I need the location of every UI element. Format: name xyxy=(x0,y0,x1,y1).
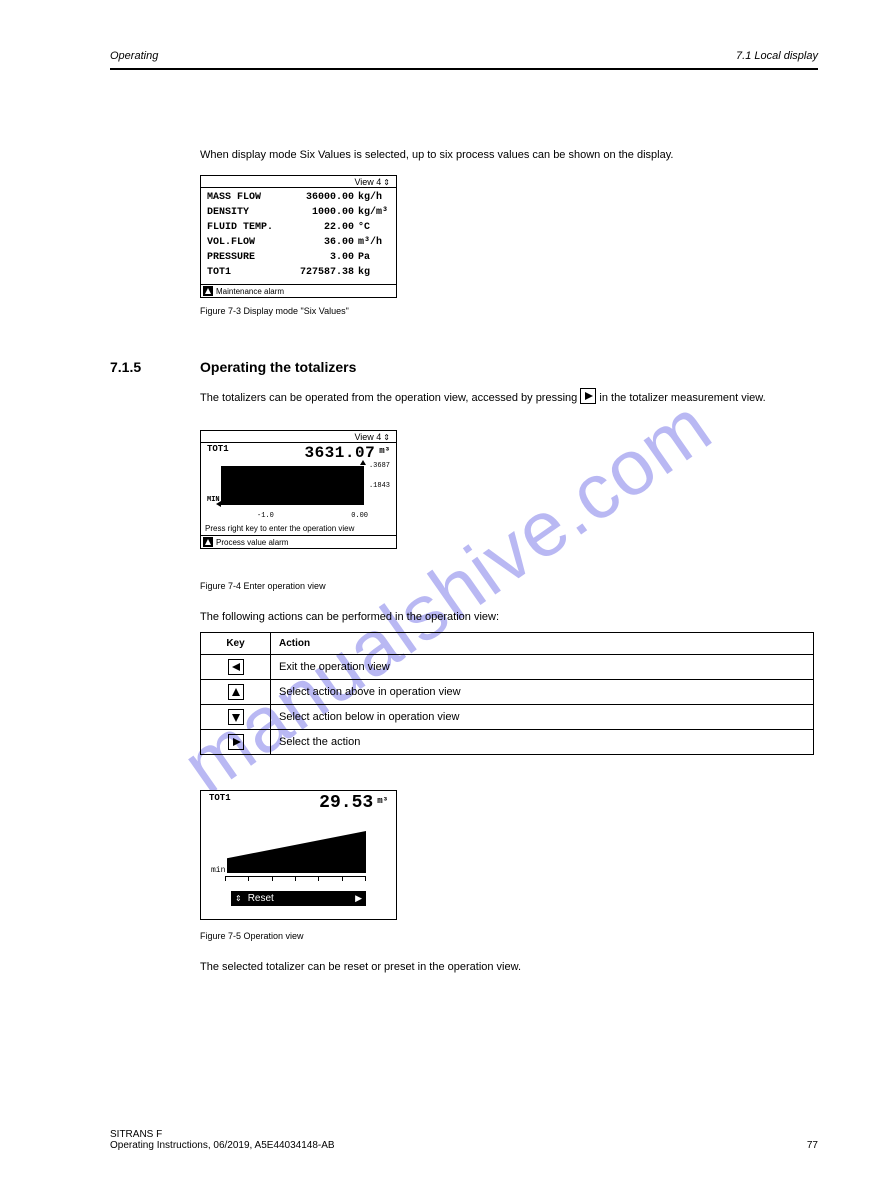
figure1-caption: Figure 7-3 Display mode "Six Values" xyxy=(200,305,349,318)
intro-paragraph: When display mode Six Values is selected… xyxy=(200,148,800,163)
table-row: VOL.FLOW36.00m³/h xyxy=(207,235,390,250)
actions-paragraph: The following actions can be performed i… xyxy=(200,610,499,625)
lcd3-value-row: TOT1 29.53 m³ xyxy=(201,791,396,813)
left-key-icon xyxy=(228,659,244,675)
lcd-operation-view: TOT1 29.53 m³ min ⇕ Reset ▶ xyxy=(200,790,397,920)
operating-paragraph: The totalizers can be operated from the … xyxy=(200,388,814,406)
lcd2-titlebar: View 4⇕ xyxy=(201,431,396,443)
lcd2-hint: Press right key to enter the operation v… xyxy=(201,524,396,535)
header-rule xyxy=(110,68,818,70)
section-title: Operating the totalizers xyxy=(200,358,356,378)
footer-product: SITRANS F xyxy=(110,1129,335,1140)
down-key-icon xyxy=(228,709,244,725)
page-footer: SITRANS F Operating Instructions, 06/201… xyxy=(110,1129,818,1151)
table-row: Exit the operation view xyxy=(201,655,814,680)
col-action: Action xyxy=(271,633,814,655)
footer-docinfo: Operating Instructions, 06/2019, A5E4403… xyxy=(110,1140,335,1151)
lcd1-titlebar: View 4⇕ xyxy=(201,176,396,188)
col-key: Key xyxy=(201,633,271,655)
figure3-caption: Figure 7-5 Operation view xyxy=(200,930,304,943)
lcd-totalizer-view: View 4⇕ TOT1 3631.07 m³ .3687 .1843 MIN … xyxy=(200,430,397,549)
section-number: 7.1.5 xyxy=(110,358,141,378)
table-row: TOT1727587.38kg xyxy=(207,265,390,280)
table-row: Select action above in operation view xyxy=(201,680,814,705)
lcd-six-values: View 4⇕ MASS FLOW36000.00kg/h DENSITY100… xyxy=(200,175,397,298)
lcd2-value-row: TOT1 3631.07 m³ xyxy=(201,443,396,462)
process-alarm-icon xyxy=(203,537,213,547)
lcd3-reset-bar: ⇕ Reset ▶ xyxy=(231,891,366,906)
table-row: DENSITY1000.00kg/m³ xyxy=(207,205,390,220)
lcd2-alarm-footer: Process value alarm xyxy=(201,535,396,548)
maintenance-alarm-icon xyxy=(203,286,213,296)
page-number: 77 xyxy=(807,1140,818,1151)
right-key-icon xyxy=(580,388,596,404)
table-header-row: Key Action xyxy=(201,633,814,655)
table-row: Select action below in operation view xyxy=(201,705,814,730)
up-key-icon xyxy=(228,684,244,700)
table-row: PRESSURE3.00Pa xyxy=(207,250,390,265)
table-row: Select the action xyxy=(201,730,814,755)
lcd1-alarm-footer: Maintenance alarm xyxy=(201,284,396,297)
lcd3-chart: min xyxy=(207,813,390,891)
table-row: FLUID TEMP.22.00°C xyxy=(207,220,390,235)
header-right: 7.1 Local display xyxy=(736,50,818,62)
lcd2-chart: .3687 .1843 MIN -1.0 0.00 xyxy=(207,462,390,524)
operation-keys-table: Key Action Exit the operation view Selec… xyxy=(200,632,814,755)
figure2-caption: Figure 7-4 Enter operation view xyxy=(200,580,326,593)
page-header: Operating 7.1 Local display xyxy=(110,50,818,62)
lcd1-rows: MASS FLOW36000.00kg/h DENSITY1000.00kg/m… xyxy=(201,188,396,284)
table-row: MASS FLOW36000.00kg/h xyxy=(207,190,390,205)
right-key-icon xyxy=(228,734,244,750)
final-paragraph: The selected totalizer can be reset or p… xyxy=(200,960,521,975)
header-left: Operating xyxy=(110,50,158,62)
